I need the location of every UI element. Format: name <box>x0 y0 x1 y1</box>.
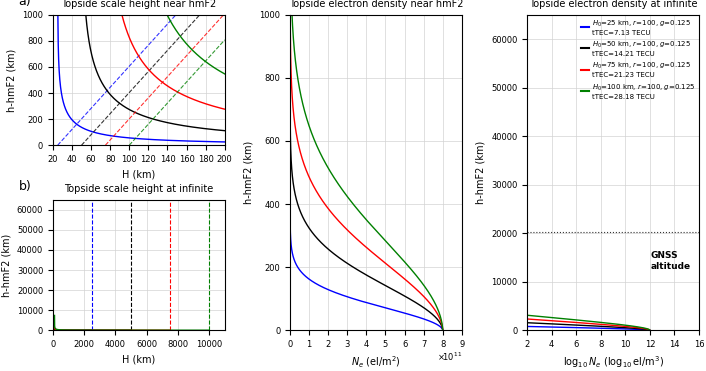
Y-axis label: h-hmF2 (km): h-hmF2 (km) <box>1 233 11 297</box>
X-axis label: H (km): H (km) <box>122 170 155 180</box>
X-axis label: H (km): H (km) <box>122 354 155 364</box>
X-axis label: $N_e$ (el/m$^2$): $N_e$ (el/m$^2$) <box>351 354 401 370</box>
Title: Topside electron density at infinite: Topside electron density at infinite <box>529 0 698 9</box>
Text: GNSS
altitude: GNSS altitude <box>651 251 691 270</box>
Title: Topside electron density near hmF2: Topside electron density near hmF2 <box>289 0 463 9</box>
Y-axis label: h-hmF2 (km): h-hmF2 (km) <box>475 141 486 204</box>
Text: a): a) <box>18 0 31 8</box>
Y-axis label: h-hmF2 (km): h-hmF2 (km) <box>6 48 17 112</box>
X-axis label: $\log_{10}N_e$ ($\log_{10}$el/m$^3$): $\log_{10}N_e$ ($\log_{10}$el/m$^3$) <box>563 354 664 370</box>
Y-axis label: h-hmF2 (km): h-hmF2 (km) <box>244 141 253 204</box>
Legend: $H_0$=25 km, $r$=100, $g$=0.125
tTEC=7.13 TECU, $H_0$=50 km, $r$=100, $g$=0.125
: $H_0$=25 km, $r$=100, $g$=0.125 tTEC=7.1… <box>581 18 695 99</box>
Text: b): b) <box>18 180 31 193</box>
Title: Topside scale height near hmF2: Topside scale height near hmF2 <box>61 0 217 9</box>
Text: $\times\!10^{11}$: $\times\!10^{11}$ <box>436 351 462 363</box>
Title: Topside scale height at infinite: Topside scale height at infinite <box>64 184 213 194</box>
